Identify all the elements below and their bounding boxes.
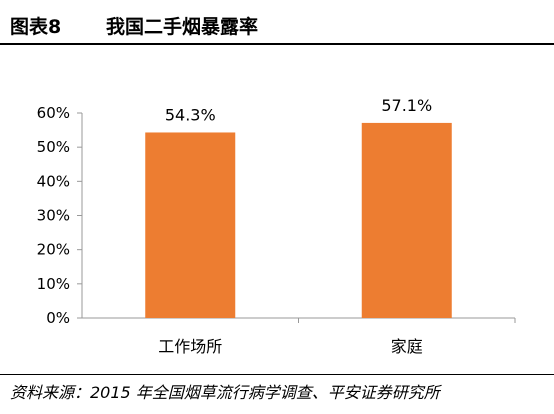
y-tick-label: 30% <box>37 207 70 225</box>
x-tick-label: 工作场所 <box>158 337 222 356</box>
data-label: 57.1% <box>381 96 432 115</box>
header-rule <box>0 43 554 45</box>
figure-label: 图表8 <box>10 16 62 38</box>
y-tick-label: 20% <box>37 241 70 259</box>
bar <box>145 132 236 318</box>
chart-title: 我国二手烟暴露率 <box>106 16 259 38</box>
x-tick-label: 家庭 <box>391 337 423 356</box>
figure-header: 图表8 我国二手烟暴露率 <box>0 0 554 44</box>
bar-chart: 0% 10% 20% 30% 40% 50% 60% 54.3% 工作场所 57.1% 家庭 <box>37 96 516 356</box>
footer-rule <box>0 374 554 375</box>
data-label: 54.3% <box>165 105 216 124</box>
y-tick-label: 50% <box>37 138 70 156</box>
y-tick-label: 10% <box>37 275 70 293</box>
y-tick-label: 40% <box>37 172 70 190</box>
y-tick-label: 0% <box>46 309 70 327</box>
y-tick-label: 60% <box>37 104 70 122</box>
source-note: 资料来源：2015 年全国烟草流行病学调查、平安证券研究所 <box>10 383 440 402</box>
bar <box>361 122 452 319</box>
